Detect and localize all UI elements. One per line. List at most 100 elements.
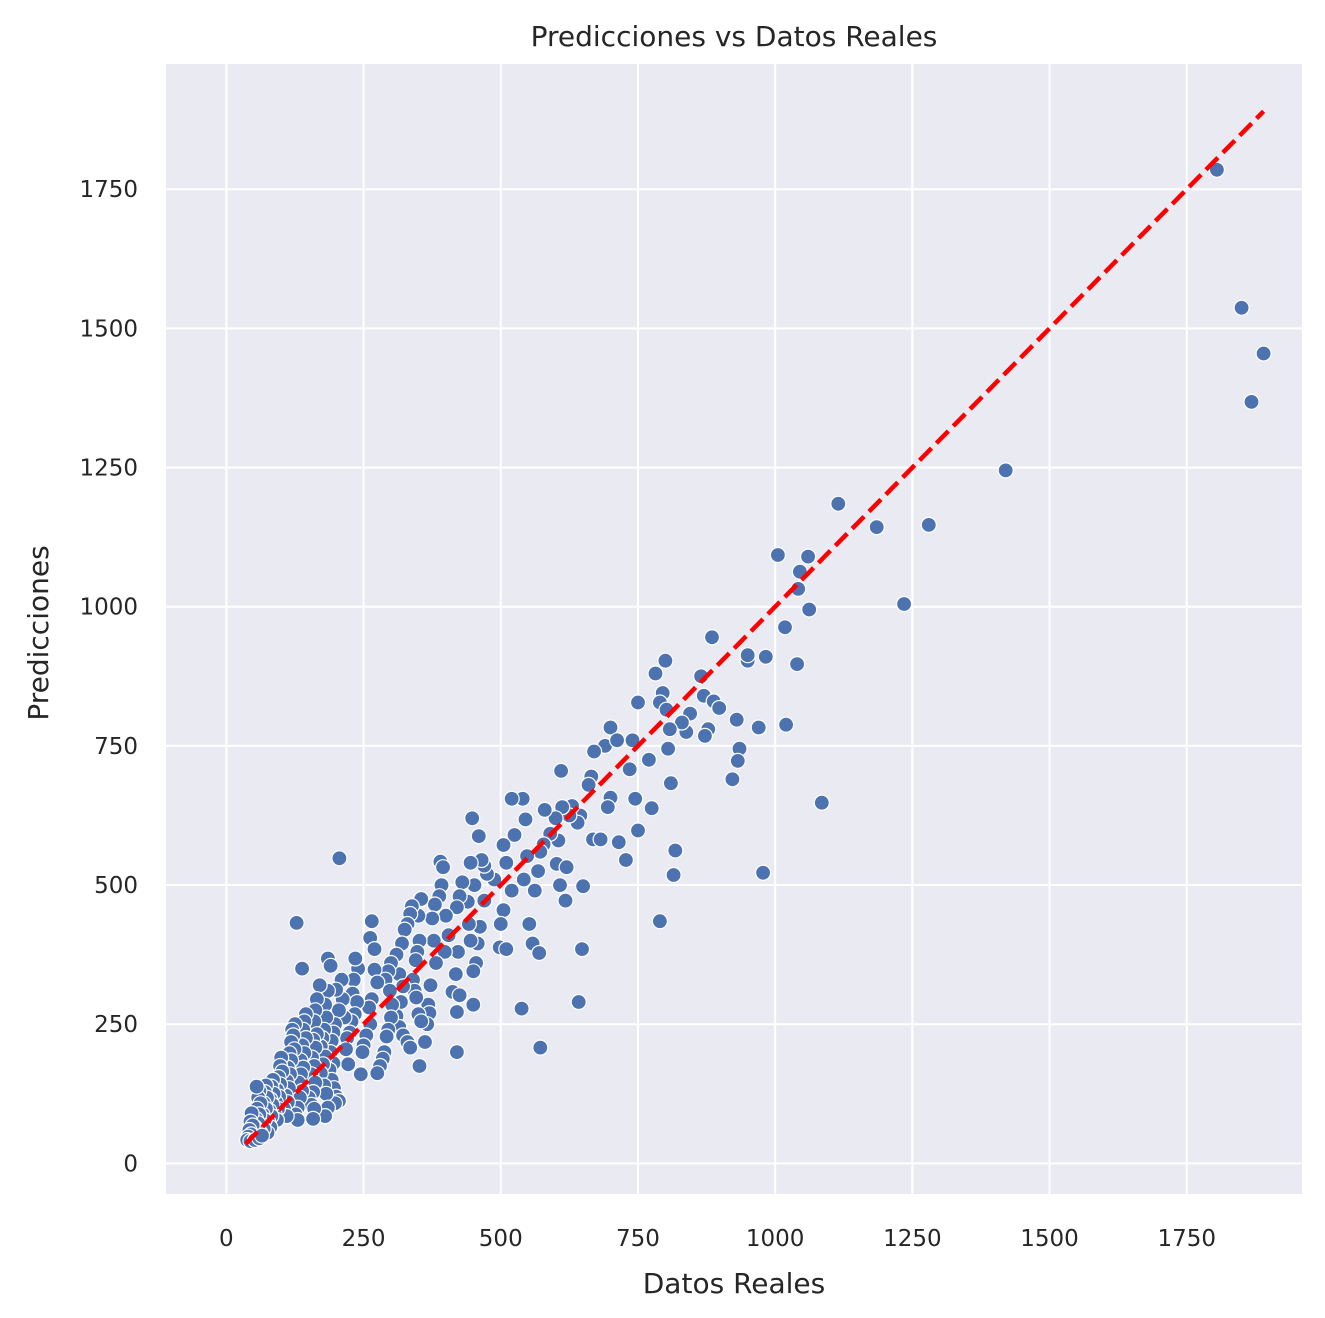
data-point xyxy=(495,901,512,919)
data-point xyxy=(868,518,885,536)
data-point xyxy=(470,827,487,845)
data-point xyxy=(769,546,787,564)
data-point xyxy=(547,810,564,827)
data-point xyxy=(629,694,647,711)
data-point xyxy=(629,822,647,839)
data-points xyxy=(239,161,1272,1150)
data-point xyxy=(465,996,482,1013)
data-point xyxy=(427,954,445,972)
data-point xyxy=(248,1078,265,1095)
data-point xyxy=(599,798,616,816)
y-tick-label: 750 xyxy=(94,734,138,760)
data-point xyxy=(422,977,439,994)
tick-labels: 0 250 500 750 1000 1250 1500 1750 0 250 500 750 1000… xyxy=(79,177,1216,1252)
data-point xyxy=(573,940,591,958)
data-point xyxy=(288,914,305,932)
data-point xyxy=(711,699,728,717)
data-point xyxy=(311,977,328,994)
data-point xyxy=(503,790,520,807)
data-point xyxy=(750,719,767,736)
data-point xyxy=(536,801,553,819)
data-point xyxy=(724,771,741,788)
data-point xyxy=(640,751,658,768)
data-point xyxy=(667,842,684,859)
data-point xyxy=(517,811,534,828)
data-point xyxy=(411,1057,428,1075)
data-point xyxy=(448,1043,465,1061)
data-point xyxy=(799,548,817,565)
data-point xyxy=(661,721,678,738)
data-point xyxy=(627,790,644,807)
data-point xyxy=(363,913,380,930)
data-point xyxy=(407,952,424,969)
data-point xyxy=(322,957,339,974)
data-point xyxy=(437,907,454,924)
data-point xyxy=(462,932,479,949)
data-point xyxy=(448,899,465,916)
x-tick-label: 1500 xyxy=(1020,1226,1079,1252)
data-point xyxy=(506,826,523,844)
y-tick-label: 250 xyxy=(94,1012,138,1038)
data-point xyxy=(294,960,311,977)
data-point xyxy=(413,1013,430,1030)
data-point xyxy=(447,965,464,983)
data-point xyxy=(435,859,452,876)
data-point xyxy=(369,974,386,991)
data-point xyxy=(580,776,597,794)
data-point xyxy=(557,892,574,909)
data-point xyxy=(570,993,587,1011)
data-point xyxy=(813,794,830,811)
data-point xyxy=(608,732,626,749)
data-point xyxy=(657,652,674,669)
data-point xyxy=(776,619,794,636)
data-point xyxy=(521,915,538,933)
data-point xyxy=(448,1003,465,1021)
data-point xyxy=(495,836,512,854)
data-point xyxy=(347,950,364,967)
data-point xyxy=(659,740,677,757)
data-point xyxy=(532,1039,549,1056)
x-tick-label: 1250 xyxy=(883,1226,942,1252)
data-point xyxy=(366,940,383,958)
data-point xyxy=(331,850,348,867)
data-point xyxy=(830,495,847,512)
data-point xyxy=(1243,393,1260,410)
data-point xyxy=(662,775,680,792)
data-point xyxy=(498,940,515,958)
reference-line-group xyxy=(243,109,1266,1146)
data-point xyxy=(551,876,569,894)
data-point xyxy=(920,516,937,534)
data-point xyxy=(424,910,441,927)
data-point xyxy=(673,714,691,731)
data-point xyxy=(340,1056,357,1073)
x-tick-label: 1000 xyxy=(746,1226,805,1252)
data-point xyxy=(617,851,635,869)
x-tick-label: 0 xyxy=(219,1226,234,1252)
data-point xyxy=(369,1065,386,1082)
data-point xyxy=(788,655,806,673)
data-point xyxy=(739,647,756,664)
data-point xyxy=(777,716,795,733)
data-point xyxy=(997,462,1014,479)
x-tick-label: 500 xyxy=(479,1226,523,1252)
data-point xyxy=(454,874,471,891)
data-point xyxy=(703,629,721,646)
data-point xyxy=(396,921,413,938)
data-point xyxy=(1208,161,1226,178)
y-tick-label: 1750 xyxy=(79,177,138,203)
data-point xyxy=(352,1066,369,1083)
data-point xyxy=(465,963,482,980)
y-axis-label: Predicciones xyxy=(22,545,55,720)
data-point xyxy=(462,854,479,871)
data-point xyxy=(757,648,774,665)
data-point xyxy=(552,762,570,780)
data-point xyxy=(305,1110,322,1128)
data-point xyxy=(1233,299,1250,316)
data-point xyxy=(513,1000,530,1017)
data-point xyxy=(529,862,547,880)
data-point xyxy=(801,601,818,618)
grid-lines xyxy=(166,64,1302,1194)
x-axis-label: Datos Reales xyxy=(643,1267,826,1300)
data-point xyxy=(515,871,532,888)
